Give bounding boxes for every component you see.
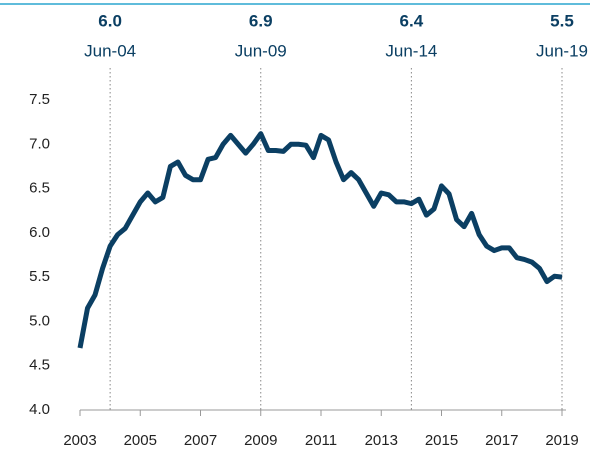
annotation-value: 6.0: [98, 11, 122, 30]
x-tick-label: 2009: [244, 432, 277, 449]
y-tick-label: 4.0: [29, 401, 50, 418]
x-tick-label: 2013: [365, 432, 398, 449]
y-tick-label: 6.0: [29, 224, 50, 241]
x-tick-label: 2007: [184, 432, 217, 449]
annotation-label: Jun-14: [385, 41, 437, 60]
x-tick-label: 2003: [63, 432, 96, 449]
x-tick-label: 2011: [305, 432, 337, 449]
annotation-value: 5.5: [550, 11, 574, 30]
x-tick-label: 2015: [425, 432, 458, 449]
line-series: [77, 131, 563, 349]
x-tick-label: 2017: [485, 432, 518, 449]
y-tick-label: 4.5: [29, 357, 50, 374]
annotation-label: Jun-04: [84, 41, 136, 60]
y-tick-label: 5.0: [29, 312, 50, 329]
y-tick-label: 7.5: [29, 91, 50, 108]
x-tick-label: 2005: [124, 432, 157, 449]
annotation-value: 6.9: [249, 11, 273, 30]
annotation-value: 6.4: [400, 11, 424, 30]
annotation-label: Jun-19: [536, 41, 588, 60]
x-tick-label: 2019: [545, 432, 578, 449]
annotation-label: Jun-09: [235, 41, 287, 60]
y-tick-label: 7.0: [29, 135, 50, 152]
y-tick-label: 6.5: [29, 180, 50, 197]
y-tick-label: 5.5: [29, 268, 50, 285]
